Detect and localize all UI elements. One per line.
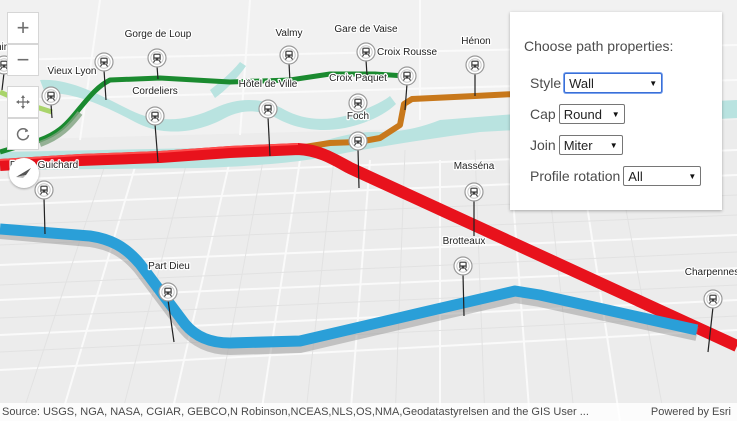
zoom-out-icon: − bbox=[16, 47, 30, 72]
metro-line-green-wall bbox=[38, 111, 83, 147]
profile-rotation-label: Profile rotation bbox=[530, 168, 621, 184]
station-pin-cordeliers[interactable] bbox=[145, 106, 165, 126]
label-vieux-lyon: Vieux Lyon bbox=[48, 66, 97, 77]
compass-button[interactable] bbox=[9, 158, 39, 188]
station-pin-valmy[interactable] bbox=[279, 45, 299, 65]
station-pin-place-guichard[interactable] bbox=[34, 180, 54, 200]
station-pin-gare-de-vaise[interactable] bbox=[356, 42, 376, 62]
style-select[interactable]: Wall ▼ bbox=[564, 73, 663, 93]
chevron-down-icon: ▼ bbox=[609, 140, 618, 150]
metro-line-green bbox=[0, 71, 406, 155]
panel-title: Choose path properties: bbox=[524, 38, 674, 54]
label-henon: Hénon bbox=[461, 36, 490, 47]
station-pin-brotteaux[interactable] bbox=[453, 256, 473, 276]
path-properties-panel: Choose path properties: Style Wall ▼ Cap… bbox=[510, 12, 722, 210]
station-pin-part-dieu[interactable] bbox=[158, 282, 178, 302]
label-massena: Masséna bbox=[454, 161, 495, 172]
label-foch: Foch bbox=[347, 111, 369, 122]
rotate-button[interactable] bbox=[7, 118, 39, 150]
river-saone bbox=[40, 79, 396, 132]
label-charpennes: Charpennes bbox=[685, 267, 737, 278]
zoom-in-icon: + bbox=[16, 15, 30, 40]
join-select[interactable]: Miter ▼ bbox=[558, 135, 623, 155]
station-pin-massena[interactable] bbox=[464, 182, 484, 202]
attribution-bar: Source: USGS, NGA, NASA, CGIAR, GEBCO,N … bbox=[0, 403, 737, 421]
cap-label: Cap bbox=[530, 106, 556, 122]
station-pin-foch[interactable] bbox=[348, 131, 368, 151]
style-label: Style bbox=[530, 75, 562, 91]
compass-icon bbox=[16, 168, 31, 178]
label-gare-de-vaise: Gare de Vaise bbox=[334, 24, 398, 35]
join-row: Join Miter ▼ bbox=[530, 135, 722, 155]
pan-icon bbox=[16, 95, 30, 109]
pan-button[interactable] bbox=[7, 86, 39, 118]
station-pin-charpennes[interactable] bbox=[703, 289, 723, 309]
metro-line-blue bbox=[0, 223, 699, 349]
label-part-dieu: Part Dieu bbox=[148, 261, 190, 272]
profile-rotation-select[interactable]: All ▼ bbox=[623, 166, 702, 186]
station-pin-hotel-de-ville[interactable] bbox=[258, 99, 278, 119]
station-pin-gorge-de-loup[interactable] bbox=[147, 48, 167, 68]
chevron-down-icon: ▼ bbox=[649, 78, 658, 88]
zoom-in-button[interactable]: + bbox=[7, 12, 39, 44]
station-pin-croix-paquet[interactable] bbox=[348, 93, 368, 113]
powered-by-esri[interactable]: Powered by Esri bbox=[650, 406, 731, 418]
chevron-down-icon: ▼ bbox=[611, 109, 620, 119]
station-pin-vieux-lyon-west[interactable] bbox=[94, 52, 114, 72]
cap-select[interactable]: Round ▼ bbox=[558, 104, 625, 124]
profile-rotation-row: Profile rotation All ▼ bbox=[530, 166, 722, 186]
style-select-value: Wall bbox=[569, 75, 594, 91]
label-valmy: Valmy bbox=[275, 28, 302, 39]
attribution-source[interactable]: Source: USGS, NGA, NASA, CGIAR, GEBCO,N … bbox=[2, 406, 589, 418]
label-cordeliers: Cordeliers bbox=[132, 86, 178, 97]
profile-rotation-select-value: All bbox=[628, 168, 643, 184]
station-labels: Gorge de Loup Valmy Gare de Vaise Croix … bbox=[0, 23, 737, 280]
label-hotel-de-ville: Hôtel de Ville bbox=[239, 79, 298, 90]
label-brotteaux: Brotteaux bbox=[443, 236, 486, 247]
label-gorge-de-loup: Gorge de Loup bbox=[125, 29, 192, 40]
station-pin-vieux-lyon[interactable] bbox=[41, 86, 61, 106]
chevron-down-icon: ▼ bbox=[688, 171, 697, 181]
cap-select-value: Round bbox=[563, 106, 602, 122]
zoom-out-button[interactable]: − bbox=[7, 44, 39, 76]
station-pin-henon[interactable] bbox=[465, 55, 485, 75]
metro-line-red bbox=[0, 143, 737, 352]
station-leader-lines bbox=[1, 59, 714, 353]
join-select-value: Miter bbox=[563, 137, 593, 153]
metro-line-orange bbox=[297, 91, 516, 151]
label-croix-paquet: Croix Paquet bbox=[329, 73, 387, 84]
rotate-icon bbox=[16, 128, 30, 141]
station-pin-croix-rousse[interactable] bbox=[397, 66, 417, 86]
label-croix-rousse: Croix Rousse bbox=[377, 47, 437, 58]
join-label: Join bbox=[530, 137, 556, 153]
style-row: Style Wall ▼ bbox=[530, 73, 722, 93]
cap-row: Cap Round ▼ bbox=[530, 104, 722, 124]
metro-line-red-highlight bbox=[0, 143, 299, 161]
